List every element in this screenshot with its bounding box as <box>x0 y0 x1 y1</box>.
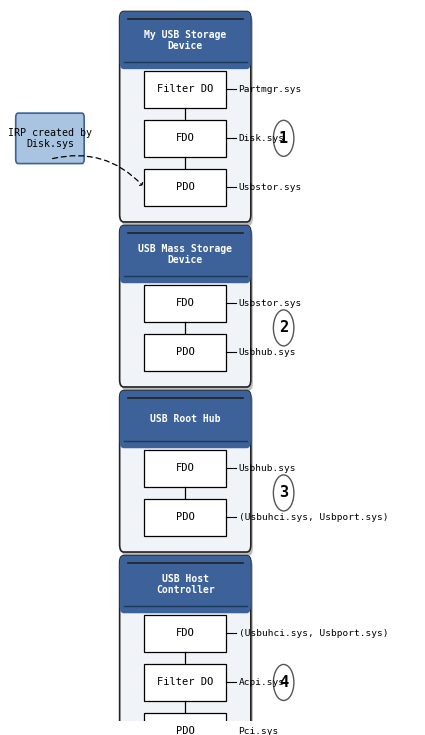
FancyBboxPatch shape <box>122 15 253 226</box>
Text: USB Root Hub: USB Root Hub <box>150 415 221 424</box>
Circle shape <box>273 310 294 346</box>
Text: Partmgr.sys: Partmgr.sys <box>238 85 302 94</box>
FancyBboxPatch shape <box>144 664 226 701</box>
FancyBboxPatch shape <box>120 390 251 448</box>
FancyBboxPatch shape <box>122 229 253 390</box>
FancyBboxPatch shape <box>120 390 251 552</box>
Text: Disk.sys: Disk.sys <box>238 134 284 143</box>
FancyBboxPatch shape <box>120 226 251 387</box>
Text: Usbstor.sys: Usbstor.sys <box>238 299 302 308</box>
FancyBboxPatch shape <box>144 168 226 206</box>
FancyBboxPatch shape <box>120 556 251 613</box>
Circle shape <box>273 664 294 700</box>
Text: FDO: FDO <box>176 298 195 309</box>
Text: Usbhub.sys: Usbhub.sys <box>238 464 296 473</box>
FancyBboxPatch shape <box>120 226 251 283</box>
Circle shape <box>273 475 294 511</box>
FancyBboxPatch shape <box>144 284 226 322</box>
Text: 4: 4 <box>279 675 288 690</box>
FancyBboxPatch shape <box>144 120 226 157</box>
FancyBboxPatch shape <box>120 12 251 69</box>
Text: Filter DO: Filter DO <box>157 678 213 687</box>
FancyBboxPatch shape <box>122 559 253 735</box>
FancyBboxPatch shape <box>120 12 251 222</box>
Text: 2: 2 <box>279 320 288 335</box>
Text: FDO: FDO <box>176 133 195 143</box>
FancyBboxPatch shape <box>144 498 226 536</box>
Text: 1: 1 <box>279 131 288 146</box>
Text: USB Mass Storage
Device: USB Mass Storage Device <box>138 243 232 265</box>
FancyBboxPatch shape <box>16 113 84 164</box>
Text: Usbstor.sys: Usbstor.sys <box>238 183 302 192</box>
Circle shape <box>273 121 294 157</box>
Text: 3: 3 <box>279 485 288 501</box>
Text: Filter DO: Filter DO <box>157 85 213 94</box>
Text: (Usbuhci.sys, Usbport.sys): (Usbuhci.sys, Usbport.sys) <box>238 629 388 638</box>
FancyBboxPatch shape <box>144 334 226 371</box>
FancyBboxPatch shape <box>120 556 251 735</box>
Text: (Usbuhci.sys, Usbport.sys): (Usbuhci.sys, Usbport.sys) <box>238 513 388 522</box>
Text: FDO: FDO <box>176 628 195 639</box>
FancyBboxPatch shape <box>144 71 226 108</box>
Text: PDO: PDO <box>176 182 195 193</box>
Text: PDO: PDO <box>176 348 195 357</box>
FancyBboxPatch shape <box>144 614 226 652</box>
Text: Acpi.sys: Acpi.sys <box>238 678 284 687</box>
FancyBboxPatch shape <box>144 450 226 487</box>
Text: FDO: FDO <box>176 464 195 473</box>
Text: IRP created by
Disk.sys: IRP created by Disk.sys <box>8 128 92 149</box>
FancyBboxPatch shape <box>144 713 226 735</box>
Text: My USB Storage
Device: My USB Storage Device <box>144 29 227 51</box>
Text: Pci.sys: Pci.sys <box>238 727 279 735</box>
Text: USB Host
Controller: USB Host Controller <box>156 573 215 595</box>
FancyBboxPatch shape <box>122 394 253 556</box>
Text: PDO: PDO <box>176 726 195 735</box>
Text: Usbhub.sys: Usbhub.sys <box>238 348 296 357</box>
Text: PDO: PDO <box>176 512 195 523</box>
